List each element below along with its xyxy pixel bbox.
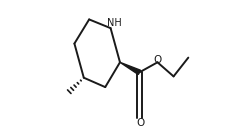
Polygon shape (120, 62, 141, 75)
Text: NH: NH (107, 18, 122, 28)
Text: O: O (136, 118, 144, 128)
Text: O: O (154, 55, 162, 65)
